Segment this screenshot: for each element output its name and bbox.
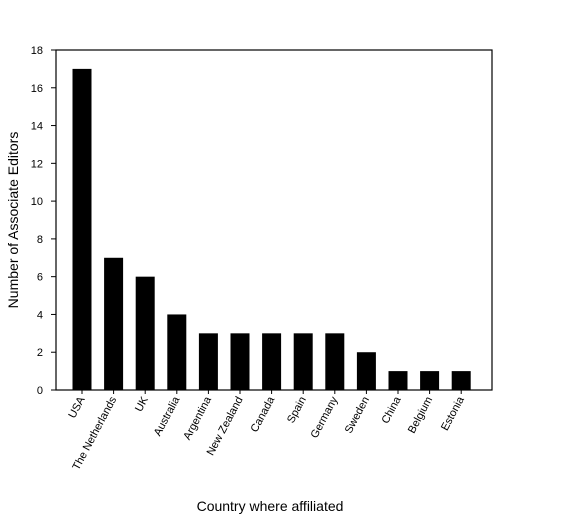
x-tick-label: Canada [249, 394, 278, 434]
x-axis-title: Country where affiliated [197, 498, 344, 514]
x-tick-label: Australia [152, 394, 183, 438]
bars [72, 68, 471, 390]
x-tick-label: Spain [285, 395, 309, 425]
bar [230, 333, 250, 390]
y-tick-label: 4 [37, 309, 43, 321]
y-tick-label: 6 [37, 272, 43, 284]
x-tick-label: Germany [309, 394, 341, 440]
x-tick-label: Belgium [406, 395, 435, 436]
y-tick-label: 2 [37, 347, 43, 359]
y-tick-label: 16 [31, 83, 43, 95]
y-tick-label: 0 [37, 385, 43, 397]
bar [293, 333, 313, 390]
y-tick-label: 14 [31, 121, 43, 133]
x-tick-label: China [380, 394, 405, 426]
y-axis-title: Number of Associate Editors [5, 132, 21, 309]
x-tick-label: Sweden [343, 395, 372, 436]
bar [356, 352, 376, 390]
x-tick-label: Estonia [439, 394, 467, 433]
bar [72, 68, 92, 390]
bar [167, 314, 187, 390]
bar [198, 333, 218, 390]
y-axis: 0 2 4 6 8 10 12 14 16 18 [31, 45, 56, 397]
bar [420, 371, 440, 390]
y-tick-label: 8 [37, 234, 43, 246]
y-tick-label: 18 [31, 45, 43, 57]
bar [451, 371, 471, 390]
y-tick-label: 10 [31, 196, 43, 208]
x-tick-label: UK [133, 394, 151, 414]
bar [388, 371, 408, 390]
bar [135, 276, 155, 390]
bar [262, 333, 282, 390]
bar [325, 333, 345, 390]
bar [104, 257, 124, 390]
x-tick-label: USA [66, 394, 88, 420]
y-tick-label: 12 [31, 158, 43, 170]
x-tick-label: Argentina [181, 394, 214, 442]
